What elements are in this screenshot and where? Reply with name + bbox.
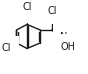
Text: OH: OH bbox=[60, 42, 75, 52]
Text: Cl: Cl bbox=[47, 6, 57, 16]
Text: N: N bbox=[60, 32, 68, 42]
Text: Cl: Cl bbox=[22, 2, 32, 12]
Text: Cl: Cl bbox=[2, 44, 11, 54]
Text: Cl: Cl bbox=[36, 6, 45, 16]
